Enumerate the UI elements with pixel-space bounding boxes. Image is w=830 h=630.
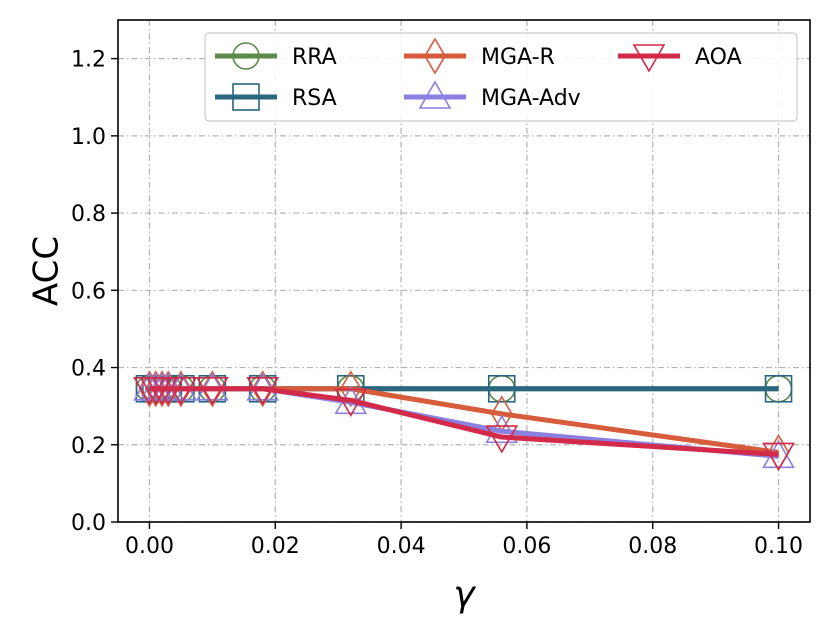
y-tick-label: 1.0 xyxy=(71,125,106,150)
data-point-aoa xyxy=(195,376,229,406)
legend-label: MGA-R xyxy=(481,45,555,70)
y-tick-label: 0.0 xyxy=(71,511,106,536)
legend-marker-mga-r xyxy=(424,37,446,75)
legend-item-rsa: RSA xyxy=(215,83,337,111)
y-tick-label: 0.6 xyxy=(71,279,106,304)
y-tick-label: 0.2 xyxy=(71,434,106,459)
data-point-rsa xyxy=(487,374,516,403)
data-point-mga-r xyxy=(201,370,224,408)
data-point-mga-r xyxy=(339,370,362,408)
data-point-mga-r xyxy=(251,370,274,408)
x-tick-label: 0.10 xyxy=(754,534,803,559)
y-tick-label: 1.2 xyxy=(71,48,106,73)
legend-marker-rra xyxy=(232,42,260,70)
data-point-aoa xyxy=(485,425,519,454)
data-point-aoa xyxy=(762,442,795,472)
legend-label: AOA xyxy=(695,45,742,70)
data-point-rsa xyxy=(764,374,793,403)
legend-label: MGA-Adv xyxy=(481,86,581,111)
legend-label: RRA xyxy=(292,45,337,70)
legend: RRA RSA MGA-R MGA-Adv AOA xyxy=(204,32,798,122)
legend-marker-rsa xyxy=(232,83,260,111)
legend-item-mga-adv: MGA-Adv xyxy=(404,80,581,111)
y-axis-label: ACC xyxy=(27,236,67,306)
legend-marker-aoa xyxy=(632,44,666,73)
legend-item-mga-r: MGA-R xyxy=(404,37,555,75)
x-axis-label: γ xyxy=(453,574,476,615)
data-point-aoa xyxy=(334,388,368,417)
y-tick-label: 0.4 xyxy=(71,357,106,382)
legend-label: RSA xyxy=(292,86,337,111)
series-line-mga-r xyxy=(149,386,779,455)
series-aoa xyxy=(133,376,795,472)
x-tick-label: 0.02 xyxy=(251,534,300,559)
data-point-aoa xyxy=(246,376,280,406)
legend-marker-mga-adv xyxy=(418,80,452,109)
data-point-aoa xyxy=(164,376,198,406)
legend-item-aoa: AOA xyxy=(618,44,742,73)
x-tick-label: 0.04 xyxy=(377,534,426,559)
y-tick-label: 0.8 xyxy=(71,202,106,227)
series-layer xyxy=(133,370,795,472)
plot-frame xyxy=(117,19,811,523)
axis-ticks: 0.00 0.02 0.04 0.06 0.08 0.10 0.0 0.2 0.4 0.6 0.8 1… xyxy=(71,48,803,559)
x-tick-label: 0.00 xyxy=(125,534,174,559)
x-tick-label: 0.06 xyxy=(502,534,551,559)
data-point-mga-adv xyxy=(485,414,519,444)
x-tick-label: 0.08 xyxy=(628,534,677,559)
legend-item-rra: RRA xyxy=(215,42,337,70)
